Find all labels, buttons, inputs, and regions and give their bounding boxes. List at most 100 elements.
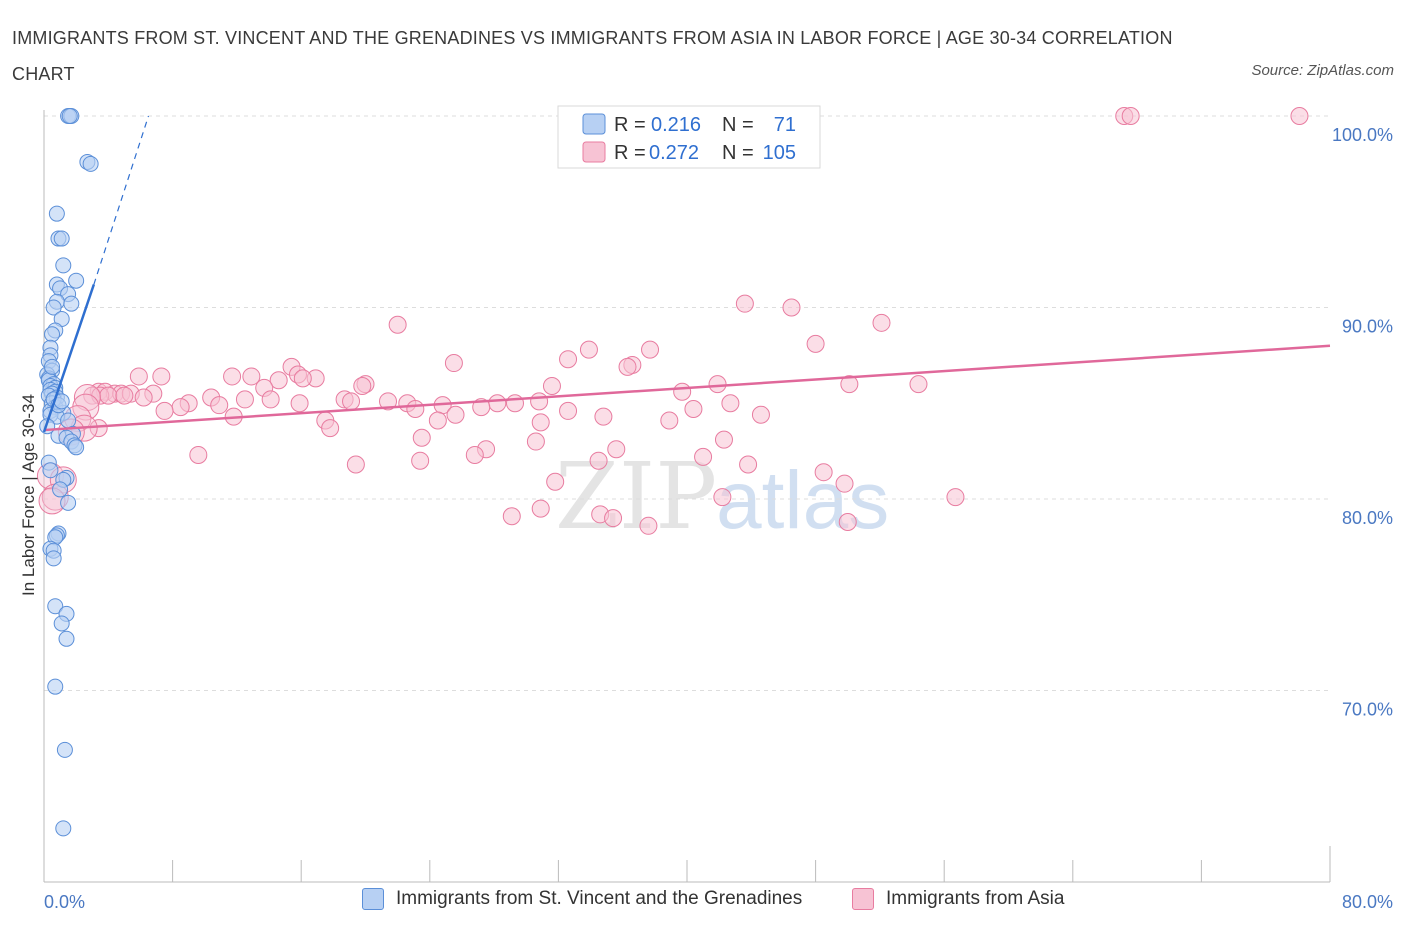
asia-point [99, 386, 118, 405]
asia-point [152, 367, 171, 386]
svg-point [53, 615, 70, 632]
asia-point [342, 392, 361, 411]
legend-item-asia: Immigrants from Asia [852, 888, 1064, 910]
bottom-legend: Immigrants from St. Vincent and the Gren… [0, 888, 1406, 918]
asia-point [428, 411, 447, 430]
asia-point [559, 401, 578, 420]
asia-point [684, 399, 703, 418]
asia-point [713, 488, 732, 507]
asia-point [708, 375, 727, 394]
legend-swatch-blue [582, 113, 606, 135]
asia-point [542, 377, 561, 396]
asia-point [293, 369, 312, 388]
y-tick-labels: 100.0% 90.0% 80.0% 70.0% [1332, 125, 1393, 720]
asia-point [406, 399, 425, 418]
asia-point [72, 393, 100, 421]
svg-point [47, 598, 64, 615]
asia-point [806, 334, 825, 353]
asia-point [618, 357, 637, 376]
watermark-zip: ZIP [555, 443, 717, 550]
svg-point [60, 412, 77, 429]
asia-point [714, 430, 733, 449]
asia-point [546, 472, 565, 491]
svg-point [47, 678, 64, 695]
asia-point [559, 350, 578, 369]
asia-point [502, 507, 521, 526]
asia-point [607, 440, 626, 459]
asia-point [242, 367, 261, 386]
legend-label-asia: Immigrants from Asia [886, 888, 1065, 909]
asia-point [465, 445, 484, 464]
asia-point [1121, 107, 1140, 125]
legend-n-value-1: 71 [774, 114, 796, 136]
svg-trend-extension [93, 115, 150, 285]
y-axis-title: In Labor Force | Age 30-34 [19, 394, 38, 596]
svg-point [48, 205, 65, 222]
asia-point [411, 451, 430, 470]
svg-point [53, 230, 70, 247]
trend-lines [42, 115, 1331, 433]
x-tick-label-max: 80.0% [1342, 892, 1393, 912]
asia-point [641, 340, 660, 359]
asia-point [223, 367, 242, 386]
asia-point [444, 354, 463, 373]
asia-point [604, 509, 623, 528]
asia-point [814, 463, 833, 482]
legend-r-label-2: R = [614, 142, 646, 164]
asia-point [751, 405, 770, 424]
asia-point [290, 394, 309, 413]
y-tick-label: 80.0% [1342, 508, 1393, 528]
asia-point [673, 382, 692, 401]
asia-point [946, 488, 965, 507]
asia-point [189, 445, 208, 464]
asia-point [909, 375, 928, 394]
asia-point [872, 313, 891, 332]
asia-point [505, 394, 524, 413]
asia-point [235, 390, 254, 409]
svg-point [58, 630, 75, 647]
asia-point [353, 377, 372, 396]
svg-point [45, 550, 62, 567]
asia-point [388, 315, 407, 334]
asia-point [835, 474, 854, 493]
asia-point [531, 413, 550, 432]
y-tick-label: 70.0% [1342, 700, 1393, 720]
legend-swatch-asia [852, 888, 874, 910]
legend-n-value-2: 105 [763, 142, 796, 164]
svg-point [60, 494, 77, 511]
legend-r-value-1: 0.216 [651, 114, 701, 136]
asia-point [579, 340, 598, 359]
svg-point [44, 358, 61, 375]
asia-point [412, 428, 431, 447]
legend-n-label-1: N = [722, 114, 754, 136]
asia-point [721, 394, 740, 413]
source-label: Source: ZipAtlas.com [1251, 62, 1394, 79]
svg-point [45, 299, 62, 316]
svg-trend-line [42, 284, 96, 433]
asia-point [594, 407, 613, 426]
svg-point [42, 462, 59, 479]
legend-r-value-2: 0.272 [649, 142, 699, 164]
y-tick-label: 90.0% [1342, 317, 1393, 337]
legend-item-svg: Immigrants from St. Vincent and the Gren… [362, 888, 802, 910]
asia-point [1290, 107, 1309, 125]
asia-point [446, 405, 465, 424]
svg-point [82, 155, 99, 172]
svg-point [52, 481, 69, 498]
asia-point [838, 512, 857, 531]
asia-trend-line [43, 344, 1331, 432]
asia-point [261, 390, 280, 409]
legend-box: R = 0.216 N = 71 R = 0.272 N = 105 [557, 105, 821, 169]
svg-point [63, 295, 80, 312]
asia-point [660, 411, 679, 430]
legend-r-label-1: R = [614, 114, 646, 136]
asia-point [321, 419, 340, 438]
asia-point [488, 394, 507, 413]
y-tick-label: 100.0% [1332, 125, 1393, 145]
svg-point [68, 272, 85, 289]
asia-point [134, 388, 153, 407]
asia-point [129, 367, 148, 386]
asia-point [210, 396, 229, 415]
svg-point [44, 326, 61, 343]
axes [43, 110, 1331, 883]
